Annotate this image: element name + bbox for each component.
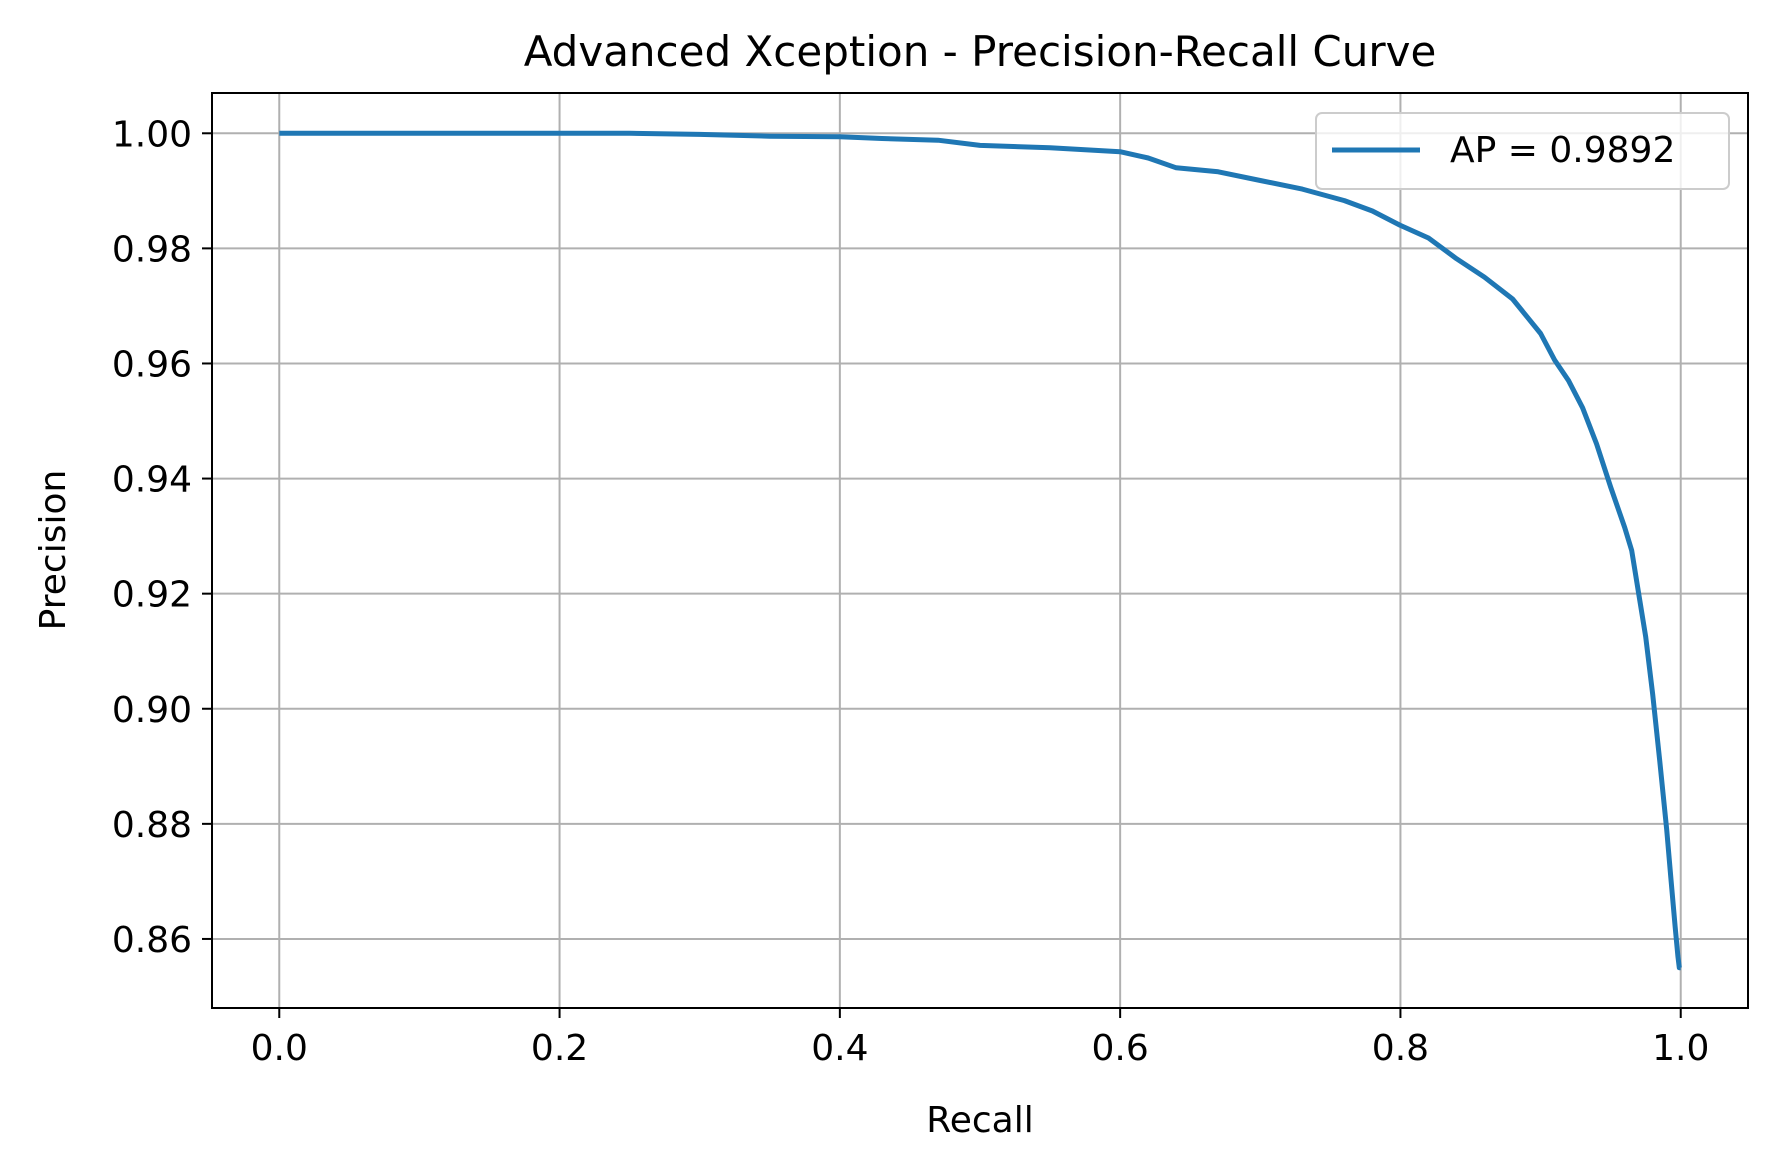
x-tick-label: 0.2: [531, 1028, 588, 1069]
series-layer: [279, 130, 1682, 971]
y-tick-label: 0.86: [112, 920, 192, 961]
x-tick-label: 1.0: [1652, 1028, 1709, 1069]
y-tick-label: 0.98: [112, 229, 192, 270]
y-tick-label: 0.96: [112, 344, 192, 385]
x-tick-label: 0.0: [251, 1028, 308, 1069]
y-tick-label: 1.00: [112, 114, 192, 155]
legend-label: AP = 0.9892: [1450, 130, 1675, 171]
grid: [212, 93, 1748, 1008]
ticks: 0.0 0.2 0.4 0.6 0.8 1.0 0.86 0.88 0.90 0.92 0.94 0.…: [112, 114, 1710, 1069]
legend: AP = 0.9892: [1315, 112, 1730, 190]
x-axis-label: Recall: [926, 1100, 1033, 1141]
chart-title: Advanced Xception - Precision-Recall Cur…: [524, 27, 1437, 76]
x-tick-label: 0.6: [1092, 1028, 1149, 1069]
y-axis-label: Precision: [33, 470, 74, 631]
x-tick-label: 0.8: [1372, 1028, 1429, 1069]
y-tick-label: 0.92: [112, 575, 192, 616]
pr-curve-line: [279, 130, 1682, 971]
y-tick-label: 0.90: [112, 690, 192, 731]
y-tick-label: 0.94: [112, 460, 192, 501]
x-tick-label: 0.4: [811, 1028, 868, 1069]
plot-frame: [211, 92, 1749, 1009]
y-tick-label: 0.88: [112, 805, 192, 846]
legend-box: [1315, 112, 1730, 190]
